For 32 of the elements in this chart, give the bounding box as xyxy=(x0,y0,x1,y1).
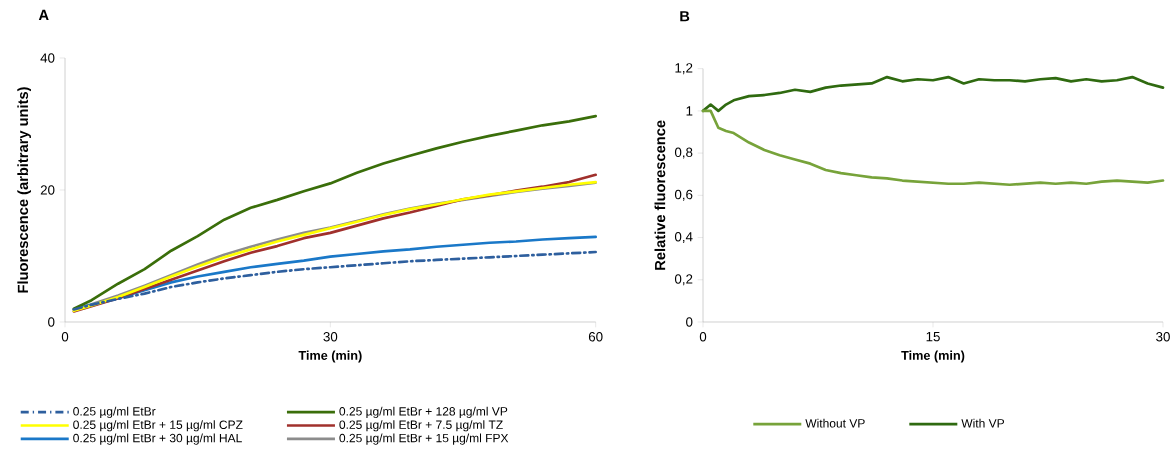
x-tick-label: 30 xyxy=(1156,332,1170,342)
chart-title: A xyxy=(38,9,49,20)
y-tick-label: 40 xyxy=(40,53,55,63)
x-tick-label: 0 xyxy=(699,332,707,342)
y-tick-label: 0 xyxy=(48,317,55,327)
y-tick-label: 1,2 xyxy=(675,63,693,75)
x-tick-label: 0 xyxy=(61,332,69,342)
y-tick-label: 0,4 xyxy=(674,232,693,244)
legend-label: 0.25 µg/ml EtBr xyxy=(73,406,156,418)
legend-label: With VP xyxy=(961,418,1005,428)
legend-label: 0.25 µg/ml EtBr + 15 µg/ml FPX xyxy=(339,433,509,445)
line-series xyxy=(72,114,598,311)
x-tick-label: 60 xyxy=(588,332,603,342)
y-axis-title: Fluorescence (arbitrary units) xyxy=(17,87,31,293)
y-tick-label: 0,2 xyxy=(674,274,693,286)
y-tick-label: 0 xyxy=(686,317,693,327)
y-axis-title: Relative fluorescence xyxy=(654,120,666,270)
x-axis-title: Time (min) xyxy=(901,350,965,363)
chart-title: B xyxy=(680,11,690,22)
x-axis-title: Time (min) xyxy=(298,350,362,363)
y-tick-label: 20 xyxy=(40,185,55,195)
y-tick-label: 1 xyxy=(686,106,693,116)
y-tick-label: 0,8 xyxy=(674,147,693,159)
legend-label: 0.25 µg/ml EtBr + 128 µg/ml VP xyxy=(339,406,508,418)
legend-label: 0.25 µg/ml EtBr + 7.5 µg/ml TZ xyxy=(339,420,503,432)
legend-label: Without VP xyxy=(805,418,865,428)
x-tick-label: 30 xyxy=(323,332,338,342)
x-tick-label: 15 xyxy=(926,332,940,342)
legend-label: 0.25 µg/ml EtBr + 30 µg/ml HAL xyxy=(73,433,242,445)
line-series xyxy=(72,250,598,311)
legend-label: 0.25 µg/ml EtBr + 15 µg/ml CPZ xyxy=(73,420,243,432)
y-tick-label: 0,6 xyxy=(674,189,693,201)
